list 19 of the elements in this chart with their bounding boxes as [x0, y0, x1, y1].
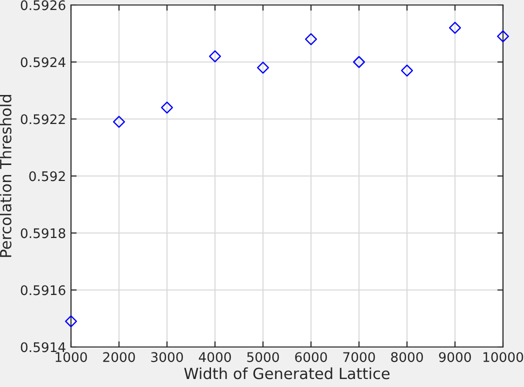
y-tick-label: 0.592: [29, 171, 65, 182]
x-tick-label: 7000: [343, 352, 375, 362]
x-tick-label: 5000: [247, 352, 279, 362]
x-axis-title: Width of Generated Lattice: [184, 367, 390, 380]
y-tick-label: 0.5924: [20, 57, 66, 68]
y-tick-label: 0.5922: [20, 114, 65, 124]
x-tick-label: 8000: [391, 352, 423, 362]
x-tick-label: 10000: [483, 352, 524, 362]
y-tick-label: 0.5926: [20, 0, 66, 10]
x-tick-label: 2000: [103, 352, 135, 362]
y-tick-label: 0.5916: [20, 285, 66, 296]
y-tick-label: 0.5918: [20, 228, 66, 238]
x-tick-label: 1000: [56, 352, 87, 362]
y-axis-title: Percolation Threshold: [0, 95, 12, 257]
x-tick-label: 6000: [295, 352, 327, 362]
y-tick-label: 0.5914: [20, 342, 66, 352]
x-tick-label: 9000: [439, 352, 471, 362]
x-tick-label: 4000: [198, 352, 231, 362]
x-tick-label: 3000: [151, 352, 183, 362]
